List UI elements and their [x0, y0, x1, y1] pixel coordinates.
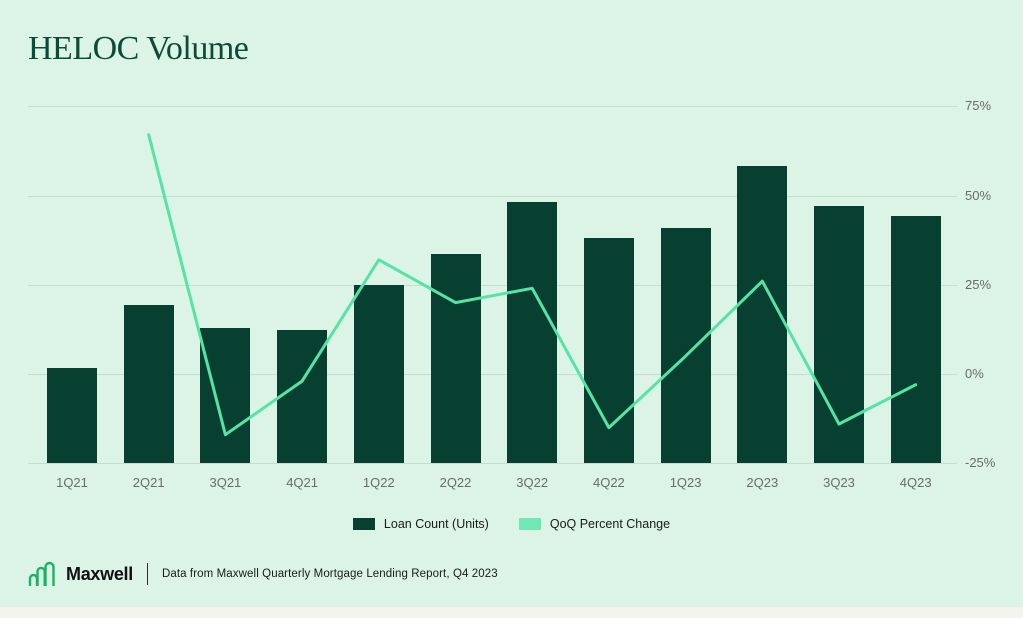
bar-3Q22 [507, 202, 558, 463]
bar-1Q22 [353, 285, 404, 463]
y-axis-tick-25%: 25% [965, 276, 992, 292]
bar-series-swatch [352, 518, 375, 530]
footer-divider [146, 563, 148, 585]
bar-3Q23 [814, 206, 864, 463]
y-axis-tick-50%: 50% [965, 187, 992, 203]
x-axis-label-3Q23: 3Q23 [823, 475, 855, 490]
bar-1Q21 [47, 368, 97, 463]
bar-2Q23 [737, 166, 788, 463]
bar-1Q23 [660, 228, 711, 463]
brand-wordmark: Maxwell [66, 563, 133, 584]
bottom-edge-strip [0, 607, 1023, 618]
legend-item-loan-count: Loan Count (Units) [352, 517, 489, 531]
gridline--25% [28, 463, 957, 465]
bar-4Q21 [277, 330, 328, 463]
x-axis-label-4Q23: 4Q23 [899, 475, 932, 490]
x-axis-label-2Q22: 2Q22 [439, 475, 472, 490]
x-axis-label-1Q22: 1Q22 [362, 475, 395, 490]
bar-2Q21 [123, 305, 174, 463]
x-axis-label-4Q21: 4Q21 [286, 475, 318, 490]
legend-label-qoq: QoQ Percent Change [549, 517, 671, 531]
bar-4Q22 [583, 238, 634, 463]
chart-legend: Loan Count (Units) QoQ Percent Change [0, 517, 1023, 531]
bar-4Q23 [890, 216, 941, 463]
legend-item-qoq: QoQ Percent Change [518, 517, 671, 531]
page-title: HELOC Volume [28, 30, 249, 67]
y-axis-tick-0%: 0% [965, 366, 984, 381]
source-caption: Data from Maxwell Quarterly Mortgage Len… [161, 568, 498, 580]
bar-2Q22 [430, 254, 481, 463]
x-axis-label-2Q21: 2Q21 [132, 475, 165, 490]
footer: Maxwell Data from Maxwell Quarterly Mort… [27, 561, 498, 587]
y-axis-tick-75%: 75% [965, 98, 992, 114]
x-axis-label-1Q21: 1Q21 [56, 475, 88, 490]
x-axis-label-3Q22: 3Q22 [516, 475, 549, 490]
line-series-swatch [518, 518, 541, 530]
legend-label-loan-count: Loan Count (Units) [383, 517, 489, 531]
maxwell-logo-icon [28, 561, 55, 586]
x-axis-label-1Q23: 1Q23 [669, 475, 702, 490]
gridline-50% [28, 195, 957, 197]
bar-3Q21 [200, 328, 251, 463]
x-axis-label-4Q22: 4Q22 [592, 475, 625, 490]
x-axis-label-2Q23: 2Q23 [746, 475, 779, 490]
y-axis-tick--25%: -25% [965, 455, 996, 471]
x-axis-label-3Q21: 3Q21 [209, 475, 242, 490]
gridline-75% [28, 106, 957, 108]
